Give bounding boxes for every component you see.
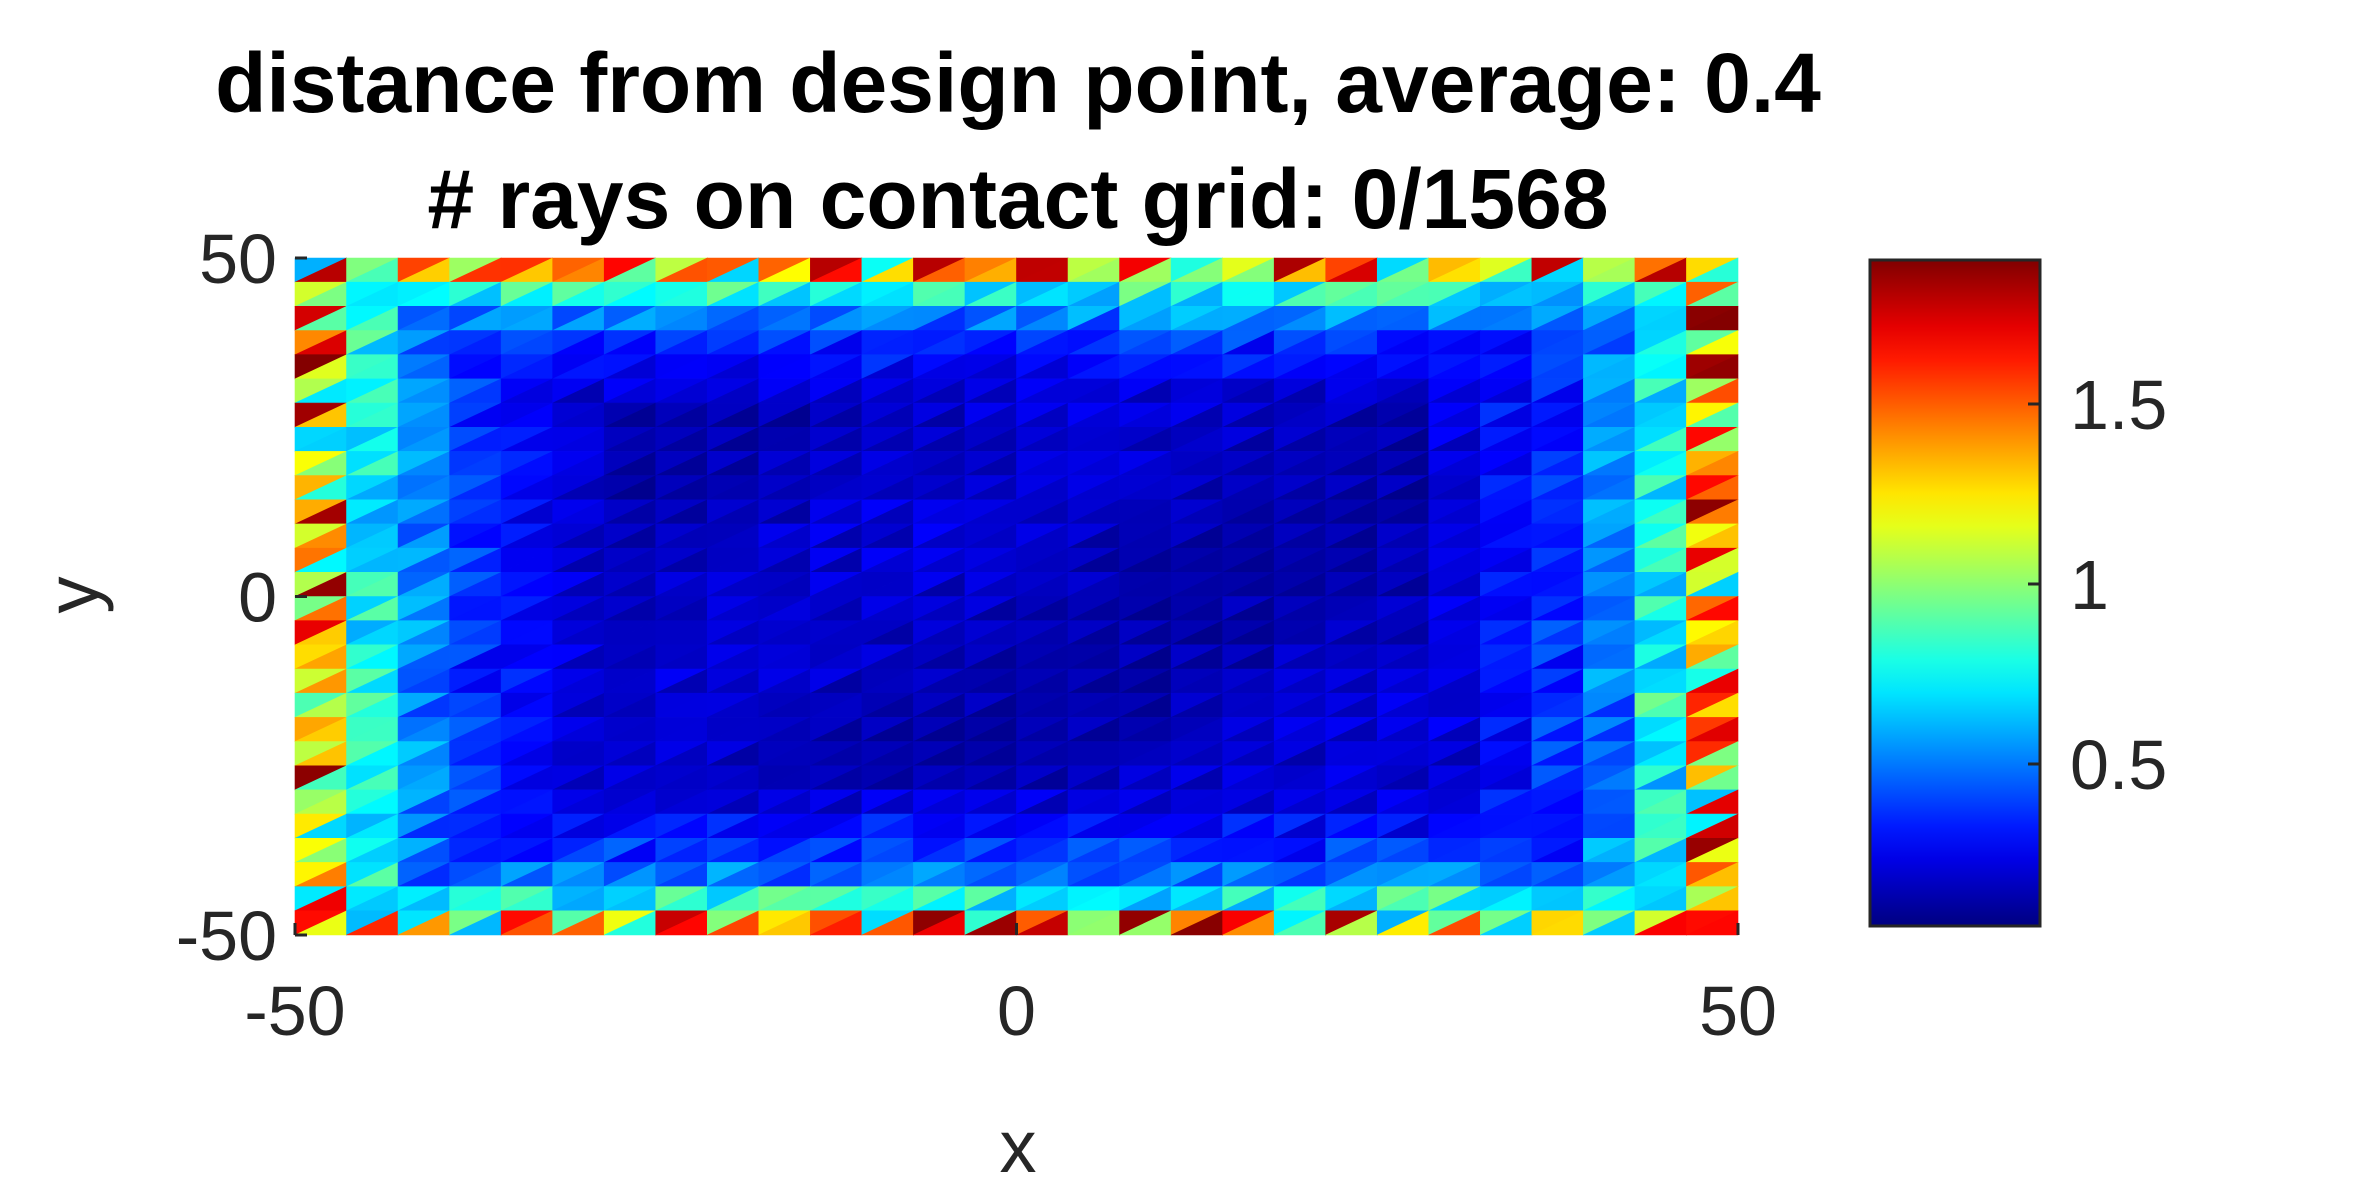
colorbar-tick-label: 1.5 (2070, 366, 2167, 444)
x-axis: -50 0 50 (244, 923, 1777, 1050)
x-tick-label: -50 (244, 972, 345, 1050)
colorbar-ticks: 0.5 1 1.5 (2028, 366, 2167, 804)
x-tick-label: 0 (997, 972, 1036, 1050)
x-axis-label: x (1000, 1105, 1037, 1181)
y-tick-label: 50 (199, 220, 277, 298)
colorbar-tick-label: 1 (2070, 546, 2109, 624)
heatmap-triangle (1686, 910, 1739, 936)
plot-area (294, 257, 1739, 936)
y-axis-label: y (31, 577, 114, 614)
colorbar (1868, 258, 2042, 928)
x-tick-label: 50 (1699, 972, 1777, 1050)
y-tick-label: -50 (176, 897, 277, 975)
y-tick-label: 0 (238, 559, 277, 637)
colorbar-tick-label: 0.5 (2070, 726, 2167, 804)
chart-title-line-1: distance from design point, average: 0.4 (215, 36, 1821, 130)
y-axis: -50 0 50 (176, 220, 307, 975)
chart-title-line-2: # rays on contact grid: 0/1568 (427, 152, 1608, 246)
